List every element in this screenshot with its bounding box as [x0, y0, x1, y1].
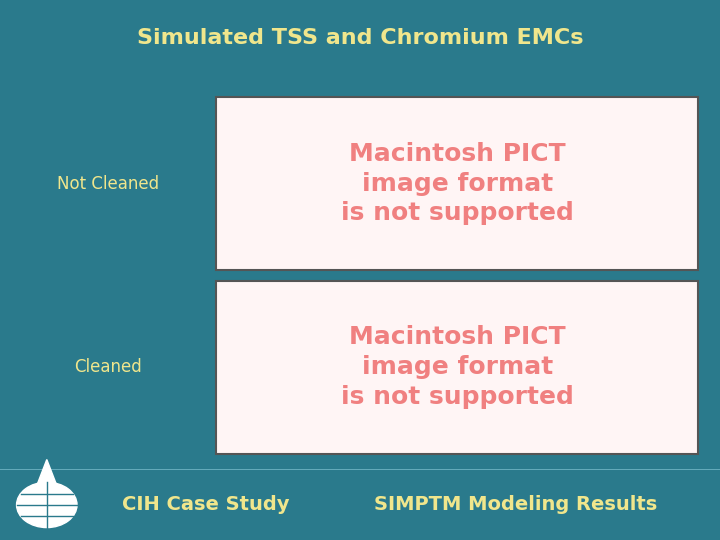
Polygon shape [37, 460, 56, 484]
Text: Macintosh PICT
image format
is not supported: Macintosh PICT image format is not suppo… [341, 326, 574, 409]
Text: SIMPTM Modeling Results: SIMPTM Modeling Results [374, 495, 657, 515]
Text: CIH Case Study: CIH Case Study [122, 495, 290, 515]
Text: Not Cleaned: Not Cleaned [57, 174, 159, 193]
Circle shape [17, 482, 77, 528]
Text: Macintosh PICT
image format
is not supported: Macintosh PICT image format is not suppo… [341, 142, 574, 225]
FancyBboxPatch shape [216, 97, 698, 270]
FancyBboxPatch shape [216, 281, 698, 454]
Text: Simulated TSS and Chromium EMCs: Simulated TSS and Chromium EMCs [137, 28, 583, 48]
Text: Cleaned: Cleaned [74, 358, 142, 376]
FancyBboxPatch shape [0, 470, 720, 540]
